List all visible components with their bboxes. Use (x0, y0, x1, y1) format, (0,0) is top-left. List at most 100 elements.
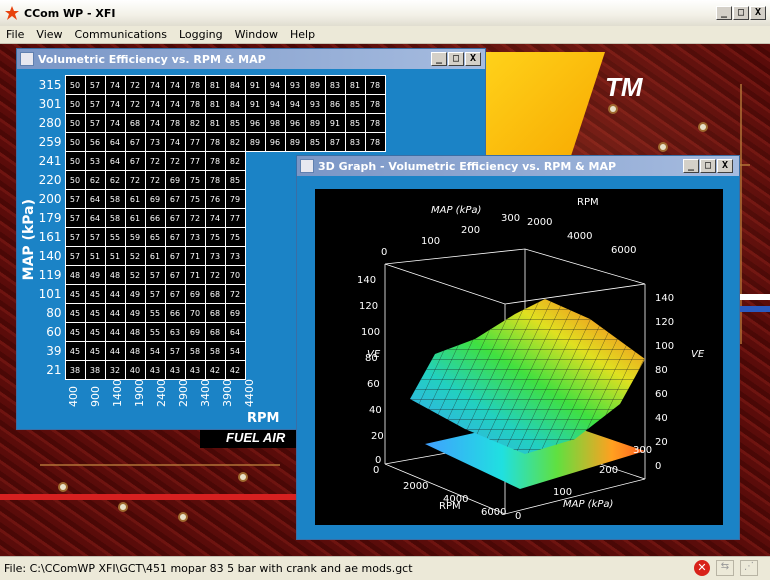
ve-cell[interactable]: 74 (204, 208, 226, 228)
ve-cell[interactable]: 82 (224, 132, 246, 152)
ve-cell[interactable]: 69 (224, 303, 246, 323)
ve-cell[interactable]: 66 (164, 303, 186, 323)
ve-cell[interactable]: 73 (204, 246, 226, 266)
ve-cell[interactable]: 85 (344, 113, 366, 133)
ve-cell[interactable]: 61 (124, 208, 146, 228)
ve-cell[interactable]: 38 (64, 360, 86, 380)
graph-close-button[interactable]: X (717, 159, 733, 173)
ve-cell[interactable]: 78 (184, 75, 206, 95)
ve-cell[interactable]: 78 (204, 170, 226, 190)
ve-cell[interactable]: 70 (224, 265, 246, 285)
ve-cell[interactable]: 68 (124, 113, 146, 133)
ve-cell[interactable]: 50 (64, 113, 86, 133)
ve-cell[interactable]: 96 (284, 113, 306, 133)
ve-cell[interactable]: 74 (144, 94, 166, 114)
ve-cell[interactable]: 76 (204, 189, 226, 209)
ve-cell[interactable]: 38 (84, 360, 106, 380)
ve-cell[interactable]: 61 (124, 189, 146, 209)
ve-cell[interactable]: 74 (164, 94, 186, 114)
ve-cell[interactable]: 74 (104, 94, 126, 114)
ve-cell[interactable]: 54 (144, 341, 166, 361)
ve-cell[interactable]: 61 (144, 246, 166, 266)
ve-cell[interactable]: 69 (164, 170, 186, 190)
app-titlebar[interactable]: CCom WP - XFI _ □ X (0, 0, 770, 26)
ve-cell[interactable]: 75 (224, 227, 246, 247)
ve-cell[interactable]: 85 (344, 94, 366, 114)
ve-cell[interactable]: 57 (64, 208, 86, 228)
ve-cell[interactable]: 72 (224, 284, 246, 304)
ve-cell[interactable]: 45 (64, 341, 86, 361)
ve-cell[interactable]: 56 (84, 132, 106, 152)
ve-cell[interactable]: 58 (204, 341, 226, 361)
ve-cell[interactable]: 57 (84, 227, 106, 247)
ve-cell[interactable]: 74 (104, 75, 126, 95)
ve-cell[interactable]: 57 (84, 94, 106, 114)
ve-cell[interactable]: 45 (84, 341, 106, 361)
menu-view[interactable]: View (36, 28, 63, 41)
ve-cell[interactable]: 75 (184, 189, 206, 209)
ve-cell[interactable]: 78 (364, 132, 386, 152)
ve-cell[interactable]: 82 (224, 151, 246, 171)
ve-cell[interactable]: 42 (224, 360, 246, 380)
ve-cell[interactable]: 77 (224, 208, 246, 228)
ve-maximize-button[interactable]: □ (448, 52, 464, 66)
ve-cell[interactable]: 72 (124, 75, 146, 95)
ve-cell[interactable]: 57 (164, 341, 186, 361)
ve-cell[interactable]: 62 (84, 170, 106, 190)
ve-cell[interactable]: 67 (164, 284, 186, 304)
ve-cell[interactable]: 78 (364, 75, 386, 95)
ve-cell[interactable]: 58 (104, 189, 126, 209)
ve-cell[interactable]: 78 (184, 94, 206, 114)
menu-communications[interactable]: Communications (74, 28, 167, 41)
ve-cell[interactable]: 72 (144, 151, 166, 171)
ve-cell[interactable]: 85 (224, 170, 246, 190)
ve-close-button[interactable]: X (465, 52, 481, 66)
ve-cell[interactable]: 72 (164, 151, 186, 171)
connection-icon[interactable]: ⇆ (716, 560, 734, 576)
ve-cell[interactable]: 81 (204, 94, 226, 114)
ve-cell[interactable]: 91 (244, 94, 266, 114)
ve-cell[interactable]: 62 (104, 170, 126, 190)
ve-cell[interactable]: 79 (224, 189, 246, 209)
menu-logging[interactable]: Logging (178, 28, 223, 41)
ve-cell[interactable]: 44 (104, 284, 126, 304)
ve-cell[interactable]: 50 (64, 94, 86, 114)
ve-cell[interactable]: 67 (124, 132, 146, 152)
ve-cell[interactable]: 69 (144, 189, 166, 209)
ve-cell[interactable]: 75 (184, 170, 206, 190)
ve-cell[interactable]: 86 (324, 94, 346, 114)
ve-cell[interactable]: 89 (284, 132, 306, 152)
ve-cell[interactable]: 72 (124, 94, 146, 114)
ve-cell[interactable]: 58 (184, 341, 206, 361)
ve-cell[interactable]: 71 (184, 246, 206, 266)
ve-cell[interactable]: 55 (104, 227, 126, 247)
ve-cell[interactable]: 77 (184, 132, 206, 152)
ve-cell[interactable]: 77 (184, 151, 206, 171)
ve-cell[interactable]: 72 (144, 170, 166, 190)
ve-cell[interactable]: 49 (84, 265, 106, 285)
ve-cell[interactable]: 93 (304, 94, 326, 114)
menu-window[interactable]: Window (234, 28, 278, 41)
ve-cell[interactable]: 89 (304, 113, 326, 133)
ve-cell[interactable]: 94 (264, 94, 286, 114)
ve-cell[interactable]: 96 (264, 132, 286, 152)
ve-cell[interactable]: 44 (104, 341, 126, 361)
ve-cell[interactable]: 74 (104, 113, 126, 133)
ve-cell[interactable]: 89 (304, 75, 326, 95)
ve-cell[interactable]: 85 (224, 113, 246, 133)
ve-cell[interactable]: 57 (64, 246, 86, 266)
graph-minimize-button[interactable]: _ (683, 159, 699, 173)
ve-cell[interactable]: 55 (144, 303, 166, 323)
ve-cell[interactable]: 94 (264, 75, 286, 95)
error-icon[interactable]: ✕ (694, 560, 710, 576)
ve-cell[interactable]: 67 (124, 151, 146, 171)
ve-cell[interactable]: 78 (164, 113, 186, 133)
ve-cell[interactable]: 64 (84, 208, 106, 228)
ve-cell[interactable]: 63 (164, 322, 186, 342)
ve-cell[interactable]: 32 (104, 360, 126, 380)
ve-cell[interactable]: 98 (264, 113, 286, 133)
ve-cell[interactable]: 72 (184, 208, 206, 228)
graph-3d-canvas[interactable]: MAP (kPa) RPM 0 100 200 300 2000 4000 60… (315, 189, 723, 525)
ve-cell[interactable]: 57 (84, 75, 106, 95)
ve-cell[interactable]: 49 (124, 303, 146, 323)
